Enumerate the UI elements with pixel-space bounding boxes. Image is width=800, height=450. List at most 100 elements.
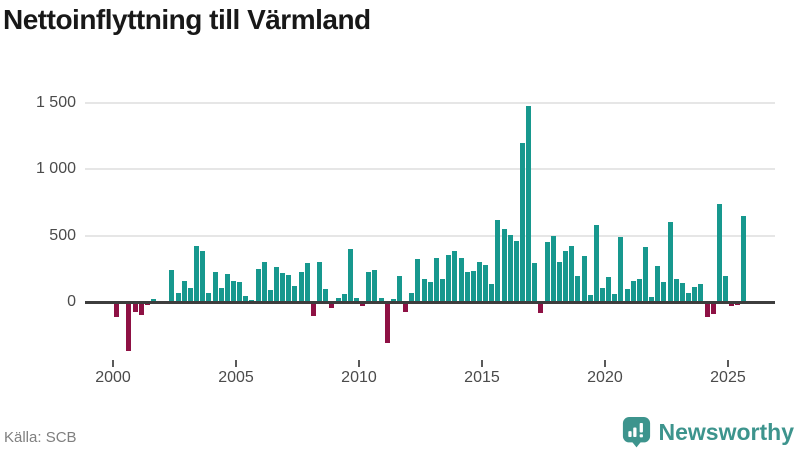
- bar-2005-q2[interactable]: [237, 282, 243, 303]
- bar-2016-q3[interactable]: [513, 240, 519, 303]
- bar-2005-q3[interactable]: [243, 295, 249, 303]
- bar-2022-q1[interactable]: [649, 296, 655, 303]
- bar-2022-q4[interactable]: [667, 222, 673, 303]
- bar-2003-q4[interactable]: [200, 250, 206, 303]
- bar-2013-q4[interactable]: [446, 254, 452, 303]
- bar-2006-q2[interactable]: [261, 261, 267, 303]
- bar-2014-q1[interactable]: [452, 251, 458, 303]
- bar-2013-q1[interactable]: [427, 281, 433, 303]
- bar-2010-q1[interactable]: [353, 297, 359, 303]
- bar-2008-q2[interactable]: [310, 302, 316, 316]
- bar-2020-q4[interactable]: [618, 236, 624, 303]
- bar-2008-q3[interactable]: [317, 261, 323, 303]
- bar-2014-q3[interactable]: [464, 271, 470, 303]
- bar-2001-q2[interactable]: [138, 302, 144, 315]
- x-tick-label-2015: 2015: [464, 369, 500, 386]
- bar-2000-q4[interactable]: [126, 302, 132, 351]
- bar-2024-q1[interactable]: [698, 283, 704, 303]
- bar-2001-q4[interactable]: [151, 299, 157, 303]
- bar-2015-q3[interactable]: [489, 284, 495, 303]
- bar-2015-q4[interactable]: [495, 219, 501, 303]
- bar-2023-q4[interactable]: [692, 286, 698, 303]
- bar-2017-q4[interactable]: [544, 241, 550, 303]
- bar-2015-q2[interactable]: [483, 265, 489, 303]
- bar-2011-q3[interactable]: [390, 298, 396, 303]
- bar-2011-q4[interactable]: [397, 275, 403, 303]
- bar-2007-q3[interactable]: [292, 285, 298, 303]
- bar-2016-q4[interactable]: [520, 142, 526, 303]
- bar-2017-q1[interactable]: [526, 106, 532, 303]
- bar-2015-q1[interactable]: [476, 262, 482, 303]
- bar-2006-q3[interactable]: [267, 290, 273, 303]
- bar-2016-q2[interactable]: [507, 234, 513, 303]
- bar-2018-q3[interactable]: [563, 250, 569, 303]
- bar-2008-q1[interactable]: [304, 263, 310, 303]
- bar-2019-q4[interactable]: [593, 224, 599, 303]
- bar-2004-q3[interactable]: [218, 287, 224, 303]
- bar-2009-q4[interactable]: [347, 249, 353, 303]
- bar-2011-q2[interactable]: [384, 302, 390, 344]
- bar-2006-q1[interactable]: [255, 269, 261, 303]
- bar-2017-q2[interactable]: [532, 263, 538, 303]
- bar-2009-q2[interactable]: [335, 298, 341, 303]
- bar-2025-q1[interactable]: [722, 275, 728, 303]
- bar-2024-q3[interactable]: [710, 302, 716, 315]
- bar-2004-q4[interactable]: [224, 274, 230, 303]
- bar-2024-q4[interactable]: [716, 203, 722, 303]
- bar-2003-q3[interactable]: [194, 245, 200, 303]
- bar-2019-q1[interactable]: [575, 275, 581, 303]
- bar-2025-q4[interactable]: [741, 215, 747, 303]
- bar-2017-q3[interactable]: [538, 302, 544, 314]
- bar-2020-q3[interactable]: [612, 294, 618, 303]
- brand-logo[interactable]: Newsworthy: [622, 416, 794, 448]
- bar-2000-q2[interactable]: [114, 302, 120, 318]
- bar-2009-q3[interactable]: [341, 294, 347, 303]
- bar-2025-q2[interactable]: [729, 302, 735, 306]
- bar-2019-q3[interactable]: [587, 294, 593, 303]
- bar-2002-q4[interactable]: [175, 293, 181, 303]
- bar-2018-q1[interactable]: [550, 235, 556, 303]
- bar-2021-q4[interactable]: [643, 247, 648, 303]
- bar-2021-q3[interactable]: [636, 279, 642, 303]
- bar-2004-q2[interactable]: [212, 271, 218, 303]
- bar-2016-q1[interactable]: [501, 229, 507, 303]
- bar-2018-q4[interactable]: [569, 246, 575, 303]
- bar-2013-q3[interactable]: [440, 278, 446, 303]
- bar-2007-q1[interactable]: [280, 273, 286, 303]
- y-tick-label-1000: 1 000: [35, 160, 76, 178]
- bar-2023-q2[interactable]: [679, 283, 685, 303]
- bar-2019-q2[interactable]: [581, 255, 587, 303]
- bar-2008-q4[interactable]: [323, 289, 329, 303]
- bar-2003-q2[interactable]: [187, 288, 193, 303]
- bar-2024-q2[interactable]: [704, 302, 710, 318]
- bar-2004-q1[interactable]: [206, 293, 212, 303]
- bar-2001-q1[interactable]: [132, 302, 138, 312]
- bar-2005-q1[interactable]: [230, 281, 236, 303]
- bar-2021-q1[interactable]: [624, 288, 630, 303]
- bar-2002-q3[interactable]: [169, 269, 175, 303]
- bar-2014-q2[interactable]: [458, 258, 464, 303]
- bar-2012-q1[interactable]: [403, 302, 409, 312]
- bar-2023-q3[interactable]: [686, 293, 692, 303]
- bar-2020-q2[interactable]: [606, 277, 612, 303]
- bar-2010-q4[interactable]: [372, 269, 378, 303]
- bar-2013-q2[interactable]: [433, 258, 439, 303]
- bar-2022-q3[interactable]: [661, 282, 667, 303]
- bar-2018-q2[interactable]: [556, 261, 562, 303]
- bar-2022-q2[interactable]: [655, 266, 661, 303]
- bar-2003-q1[interactable]: [181, 281, 187, 303]
- bar-2010-q2[interactable]: [360, 302, 366, 306]
- bar-2009-q1[interactable]: [329, 302, 335, 309]
- bar-2012-q4[interactable]: [421, 278, 427, 303]
- bar-2012-q3[interactable]: [415, 258, 421, 303]
- bar-2007-q4[interactable]: [298, 272, 304, 303]
- bar-2007-q2[interactable]: [286, 275, 292, 303]
- bar-2021-q2[interactable]: [630, 280, 636, 303]
- bar-2023-q1[interactable]: [673, 279, 679, 303]
- bar-2011-q1[interactable]: [378, 297, 384, 303]
- bar-2012-q2[interactable]: [409, 292, 415, 303]
- bar-2020-q1[interactable]: [599, 287, 605, 303]
- bar-2010-q3[interactable]: [366, 271, 372, 303]
- bar-2006-q4[interactable]: [274, 266, 280, 303]
- bar-2014-q4[interactable]: [470, 271, 476, 303]
